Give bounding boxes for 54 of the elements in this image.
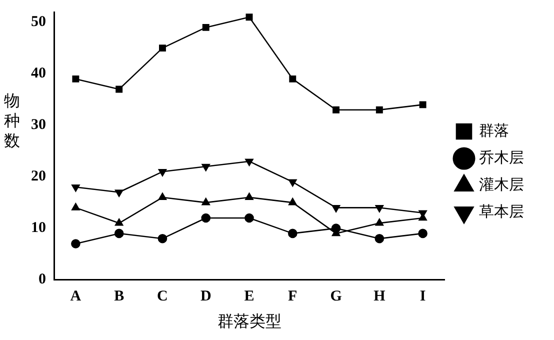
x-tick-label: H [374,288,386,305]
x-tick-label: B [114,288,124,305]
point [331,224,341,233]
x-tick-label: F [288,288,298,305]
y-tick-label: 10 [31,220,46,236]
point [288,179,297,187]
legend-label: 乔木层 [479,149,524,166]
point [289,75,296,82]
x-tick-label: A [70,288,82,305]
y-axis-title: 物种数 [4,92,21,152]
legend-label: 灌木层 [479,176,524,194]
y-tick-label: 20 [31,168,46,185]
point [114,218,124,226]
x-tick-label: C [157,288,168,305]
x-axis-title: 群落类型 [217,312,282,331]
point [246,14,253,21]
y-tick-label: 30 [31,117,46,134]
point [245,158,254,166]
legend-label: 群落 [479,122,509,140]
point [202,164,210,172]
point [374,234,384,244]
point [202,198,210,206]
point [71,239,80,248]
point [114,228,124,238]
point [376,106,383,114]
x-tick-label: E [244,288,254,305]
point [244,213,254,223]
point [332,205,340,212]
point [158,44,166,52]
point [375,205,384,212]
point [202,24,210,31]
x-tick-label: G [330,288,342,305]
x-tick-label: D [200,288,212,305]
point [419,101,426,108]
x-tick-label: I [420,288,426,305]
point [418,228,428,238]
point [72,75,80,82]
point [245,192,254,200]
point [332,106,340,114]
point [158,169,167,176]
point [72,203,80,210]
point [158,192,167,200]
y-tick-label: 0 [38,272,46,288]
point [114,190,124,197]
point [288,228,298,238]
point [72,184,80,192]
y-tick-label: 40 [31,66,46,82]
y-tick-label: 50 [31,14,46,30]
point [288,198,297,206]
point [116,86,123,93]
point [201,213,211,223]
point [375,218,384,226]
legend-label: 草本层 [479,203,524,220]
point [158,234,168,244]
